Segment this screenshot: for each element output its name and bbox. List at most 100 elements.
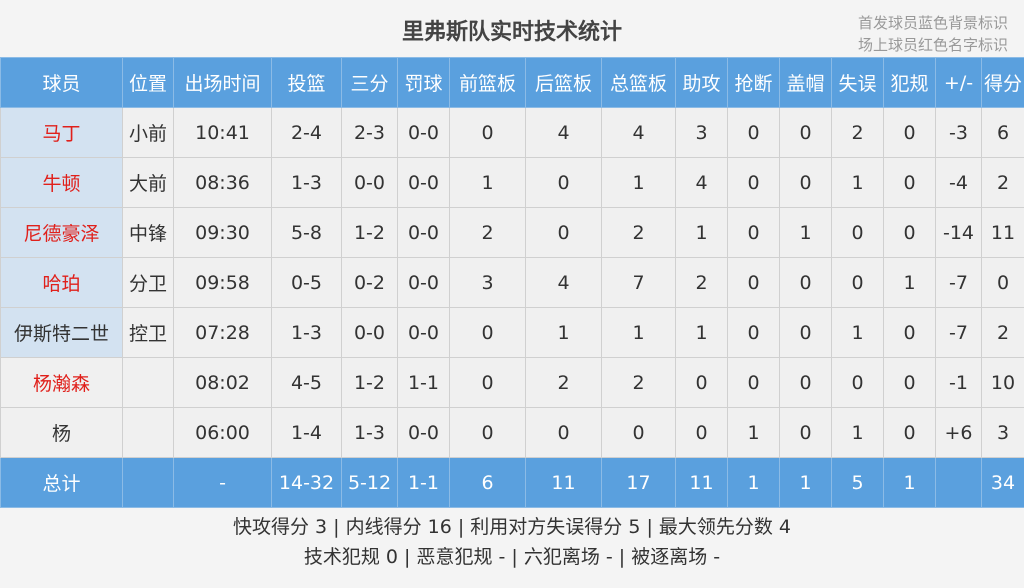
cell: 1 bbox=[727, 457, 780, 508]
column-header: 盖帽 bbox=[779, 57, 832, 108]
cell: 0 bbox=[727, 257, 780, 308]
cell: 总计 bbox=[0, 457, 123, 508]
cell: 小前 bbox=[122, 107, 174, 158]
column-header: 球员 bbox=[0, 57, 123, 108]
cell: 5-12 bbox=[341, 457, 398, 508]
cell: 0-0 bbox=[397, 157, 450, 208]
header-row: 球员 位置 出场时间 投篮 三分 罚球 前篮板 后篮板 总篮板 助攻 抢断 盖帽 失误 犯规 +/- 得分 bbox=[0, 57, 1024, 108]
cell: 11 bbox=[981, 207, 1024, 258]
cell: 0 bbox=[883, 307, 936, 358]
cell: 3 bbox=[981, 407, 1024, 458]
cell: 0 bbox=[727, 157, 780, 208]
cell: 0 bbox=[675, 407, 728, 458]
cell: -14 bbox=[935, 207, 982, 258]
cell: 杨 bbox=[0, 407, 123, 458]
cell: 3 bbox=[449, 257, 526, 308]
cell: 0 bbox=[981, 257, 1024, 308]
player-row: 杨 06:00 1-4 1-3 0-0 0 0 0 0 1 0 1 0 +6 3 bbox=[0, 407, 1024, 458]
note: 场上球员红色名字标识 bbox=[857, 36, 1008, 54]
cell: 0 bbox=[525, 157, 602, 208]
cell: 10 bbox=[981, 357, 1024, 408]
cell: - bbox=[173, 457, 272, 508]
cell: 牛顿 bbox=[0, 157, 123, 208]
cell: 11 bbox=[675, 457, 728, 508]
cell: 0 bbox=[779, 107, 832, 158]
cell: 6 bbox=[449, 457, 526, 508]
cell: 5-8 bbox=[271, 207, 342, 258]
cell: 0 bbox=[883, 107, 936, 158]
column-header: 犯规 bbox=[883, 57, 936, 108]
cell bbox=[122, 407, 174, 458]
cell: 0 bbox=[779, 307, 832, 358]
cell: 10:41 bbox=[173, 107, 272, 158]
cell: 1 bbox=[883, 257, 936, 308]
cell: 2 bbox=[601, 357, 676, 408]
cell: 0 bbox=[883, 157, 936, 208]
cell: 1 bbox=[831, 157, 884, 208]
cell: 2 bbox=[601, 207, 676, 258]
cell: 杨瀚森 bbox=[0, 357, 123, 408]
cell: 6 bbox=[981, 107, 1024, 158]
cell bbox=[935, 457, 982, 508]
cell: 5 bbox=[831, 457, 884, 508]
cell: -4 bbox=[935, 157, 982, 208]
total-row: 总计 -14-32 5-12 1-1 6 11 17 11 1 1 5 1 34 bbox=[0, 457, 1024, 508]
cell: 4 bbox=[601, 107, 676, 158]
cell: 1 bbox=[779, 207, 832, 258]
cell: 08:02 bbox=[173, 357, 272, 408]
cell: -3 bbox=[935, 107, 982, 158]
cell: -7 bbox=[935, 307, 982, 358]
cell: -7 bbox=[935, 257, 982, 308]
cell: 控卫 bbox=[122, 307, 174, 358]
cell: -1 bbox=[935, 357, 982, 408]
cell: 0 bbox=[883, 407, 936, 458]
cell: 1-3 bbox=[271, 157, 342, 208]
stats-table: 球员 位置 出场时间 投篮 三分 罚球 前篮板 后篮板 总篮板 助攻 抢断 盖帽 失误 犯规 +/- 得分 马丁… bbox=[0, 57, 1024, 508]
cell: 0 bbox=[525, 407, 602, 458]
cell: 2-3 bbox=[341, 107, 398, 158]
cell: 0-0 bbox=[341, 307, 398, 358]
cell: 0-0 bbox=[397, 257, 450, 308]
cell: 1 bbox=[727, 407, 780, 458]
cell: 1 bbox=[779, 457, 832, 508]
cell: 2 bbox=[449, 207, 526, 258]
cell bbox=[122, 357, 174, 408]
title: 里弗斯队实时技术统计 bbox=[401, 20, 622, 45]
table-body: 球员 位置 出场时间 投篮 三分 罚球 前篮板 后篮板 总篮板 助攻 抢断 盖帽 失误 犯规 +/- 得分 马丁… bbox=[0, 57, 1024, 508]
column-header: 罚球 bbox=[397, 57, 450, 108]
column-header: 位置 bbox=[122, 57, 174, 108]
footer: 快攻得分 3 | 内线得分 16 | 利用对方失误得分 5 | 最大领先分数 4… bbox=[0, 512, 1024, 572]
player-row: 伊斯特二世 控卫 07:28 1-3 0-0 0-0 0 1 1 1 0 0 1 0 -7 2 bbox=[0, 307, 1024, 358]
cell: 分卫 bbox=[122, 257, 174, 308]
cell: 0 bbox=[779, 157, 832, 208]
cell: 0 bbox=[779, 257, 832, 308]
footer-line: 技术犯规 0 | 恶意犯规 - | 六犯离场 - | 被逐离场 - bbox=[303, 546, 721, 568]
cell: 14-32 bbox=[271, 457, 342, 508]
cell: 4-5 bbox=[271, 357, 342, 408]
cell: 0 bbox=[449, 357, 526, 408]
column-header: 三分 bbox=[341, 57, 398, 108]
cell: 7 bbox=[601, 257, 676, 308]
cell: 马丁 bbox=[0, 107, 123, 158]
cell: 1 bbox=[831, 307, 884, 358]
legend-notes: 首发球员蓝色背景标识 场上球员红色名字标识 bbox=[858, 12, 1008, 56]
column-header: 后篮板 bbox=[525, 57, 602, 108]
cell: 0 bbox=[727, 307, 780, 358]
cell: 08:36 bbox=[173, 157, 272, 208]
cell: 17 bbox=[601, 457, 676, 508]
player-row: 马丁 小前 10:41 2-4 2-3 0-0 0 4 4 3 0 0 2 0 -3 6 bbox=[0, 107, 1024, 158]
cell: 0-2 bbox=[341, 257, 398, 308]
column-header: 失误 bbox=[831, 57, 884, 108]
cell: 2 bbox=[831, 107, 884, 158]
cell: 1-1 bbox=[397, 357, 450, 408]
cell: 07:28 bbox=[173, 307, 272, 358]
cell: 0 bbox=[727, 357, 780, 408]
footer-line: 快攻得分 3 | 内线得分 16 | 利用对方失误得分 5 | 最大领先分数 4 bbox=[232, 516, 792, 538]
cell: 1 bbox=[525, 307, 602, 358]
column-header: 投篮 bbox=[271, 57, 342, 108]
cell: 1-2 bbox=[341, 207, 398, 258]
cell: 4 bbox=[675, 157, 728, 208]
cell bbox=[122, 457, 174, 508]
cell: 0 bbox=[525, 207, 602, 258]
cell: 2 bbox=[981, 157, 1024, 208]
